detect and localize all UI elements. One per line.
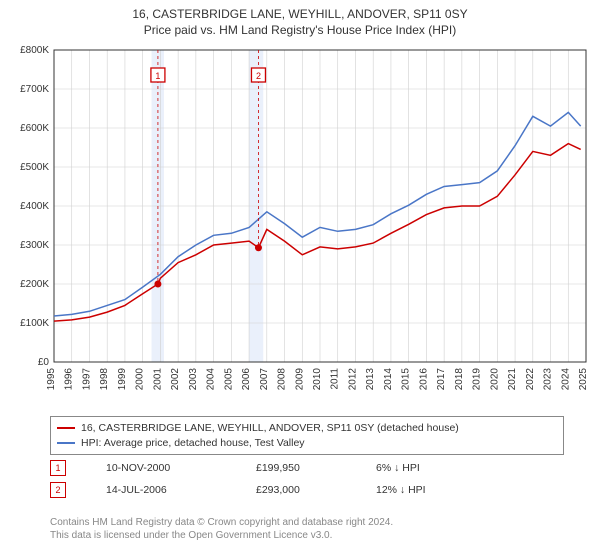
svg-text:2012: 2012 xyxy=(347,368,358,391)
marker-diff: 6% ↓ HPI xyxy=(376,462,466,474)
svg-text:2003: 2003 xyxy=(188,368,199,391)
marker-price: £199,950 xyxy=(256,462,336,474)
svg-text:£800K: £800K xyxy=(20,46,49,56)
title-line-2: Price paid vs. HM Land Registry's House … xyxy=(0,22,600,38)
marker-badge: 2 xyxy=(50,482,66,498)
legend-swatch xyxy=(57,427,75,429)
svg-text:2011: 2011 xyxy=(330,368,341,390)
marker-date: 14-JUL-2006 xyxy=(106,484,216,496)
svg-text:1997: 1997 xyxy=(81,368,92,391)
marker-badge: 1 xyxy=(50,460,66,476)
svg-text:£300K: £300K xyxy=(20,240,49,251)
svg-text:£700K: £700K xyxy=(20,84,49,95)
footer-line: This data is licensed under the Open Gov… xyxy=(50,529,393,542)
footer-attribution: Contains HM Land Registry data © Crown c… xyxy=(50,516,393,542)
marker-row: 2 14-JUL-2006 £293,000 12% ↓ HPI xyxy=(50,482,466,498)
marker-diff: 12% ↓ HPI xyxy=(376,484,466,496)
svg-text:2024: 2024 xyxy=(560,368,571,391)
svg-text:2020: 2020 xyxy=(489,368,500,391)
svg-text:2005: 2005 xyxy=(223,368,234,391)
svg-text:2002: 2002 xyxy=(170,368,181,391)
svg-text:2010: 2010 xyxy=(312,368,323,391)
svg-text:2007: 2007 xyxy=(259,368,270,391)
svg-text:2025: 2025 xyxy=(578,368,589,391)
svg-text:2: 2 xyxy=(256,71,261,81)
price-chart: £0 £100K £200K £300K £400K £500K £600K £700K £80… xyxy=(8,46,592,406)
marker-row: 1 10-NOV-2000 £199,950 6% ↓ HPI xyxy=(50,460,466,476)
svg-text:2023: 2023 xyxy=(543,368,554,391)
svg-text:2014: 2014 xyxy=(383,368,394,391)
svg-text:2022: 2022 xyxy=(525,368,536,391)
svg-text:2006: 2006 xyxy=(241,368,252,391)
svg-text:£400K: £400K xyxy=(20,201,49,212)
title-line-1: 16, CASTERBRIDGE LANE, WEYHILL, ANDOVER,… xyxy=(0,6,600,22)
marker-table: 1 10-NOV-2000 £199,950 6% ↓ HPI 2 14-JUL… xyxy=(50,460,466,504)
marker-date: 10-NOV-2000 xyxy=(106,462,216,474)
chart-title-block: 16, CASTERBRIDGE LANE, WEYHILL, ANDOVER,… xyxy=(0,0,600,38)
svg-text:2008: 2008 xyxy=(277,368,288,391)
svg-text:2021: 2021 xyxy=(507,368,518,391)
legend-swatch xyxy=(57,442,75,444)
svg-text:£0: £0 xyxy=(38,357,50,368)
svg-text:£100K: £100K xyxy=(20,318,49,329)
svg-text:1: 1 xyxy=(155,71,160,81)
svg-text:2001: 2001 xyxy=(152,368,163,391)
svg-text:1995: 1995 xyxy=(46,368,57,391)
svg-text:£500K: £500K xyxy=(20,162,49,173)
svg-text:£600K: £600K xyxy=(20,123,49,134)
svg-text:2016: 2016 xyxy=(418,368,429,391)
svg-text:1999: 1999 xyxy=(117,368,128,391)
legend-label: HPI: Average price, detached house, Test… xyxy=(81,436,305,451)
legend: 16, CASTERBRIDGE LANE, WEYHILL, ANDOVER,… xyxy=(50,416,564,455)
legend-item: HPI: Average price, detached house, Test… xyxy=(57,436,557,451)
marker-price: £293,000 xyxy=(256,484,336,496)
footer-line: Contains HM Land Registry data © Crown c… xyxy=(50,516,393,529)
svg-text:2017: 2017 xyxy=(436,368,447,391)
svg-text:1998: 1998 xyxy=(99,368,110,391)
legend-label: 16, CASTERBRIDGE LANE, WEYHILL, ANDOVER,… xyxy=(81,421,459,436)
svg-text:2015: 2015 xyxy=(401,368,412,391)
svg-text:2009: 2009 xyxy=(294,368,305,391)
svg-text:2013: 2013 xyxy=(365,368,376,391)
svg-text:2004: 2004 xyxy=(206,368,217,391)
legend-item: 16, CASTERBRIDGE LANE, WEYHILL, ANDOVER,… xyxy=(57,421,557,436)
svg-text:2000: 2000 xyxy=(135,368,146,391)
svg-text:2018: 2018 xyxy=(454,368,465,391)
svg-text:2019: 2019 xyxy=(472,368,483,391)
svg-text:£200K: £200K xyxy=(20,279,49,290)
svg-text:1996: 1996 xyxy=(64,368,75,391)
